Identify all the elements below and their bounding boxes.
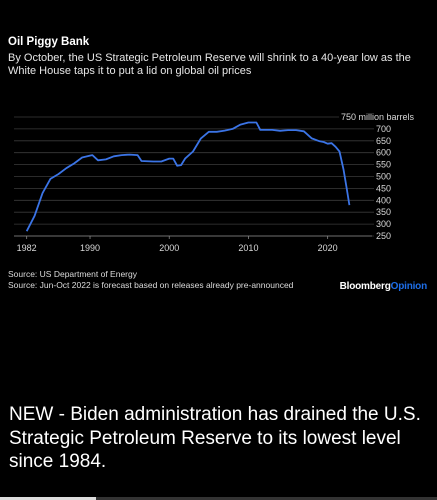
logo-opinion: Opinion bbox=[390, 281, 428, 292]
y-tick-label: 650 bbox=[376, 136, 391, 146]
bloomberg-opinion-logo: BloombergOpinion bbox=[339, 281, 428, 292]
post-caption: NEW - Biden administration has drained t… bbox=[9, 404, 421, 472]
video-progress-fill bbox=[0, 497, 97, 500]
chart-card: Oil Piggy Bank By October, the US Strate… bbox=[0, 30, 437, 302]
y-tick-label: 700 bbox=[376, 124, 391, 134]
x-tick-label: 1990 bbox=[80, 243, 100, 253]
series-line bbox=[25, 121, 351, 232]
x-tick-label: 2010 bbox=[238, 243, 258, 253]
y-tick-label: 250 bbox=[376, 231, 391, 241]
y-tick-label: 550 bbox=[376, 160, 391, 170]
video-progress-bar[interactable] bbox=[0, 497, 437, 500]
logo-bloomberg: Bloomberg bbox=[339, 281, 391, 292]
y-tick-label: 300 bbox=[376, 219, 391, 229]
y-tick-label: 400 bbox=[376, 195, 391, 205]
forecast-note: Source: Jun-Oct 2022 is forecast based o… bbox=[8, 280, 294, 290]
chart-subtitle: By October, the US Strategic Petroleum R… bbox=[8, 52, 411, 77]
source-note: Source: US Department of Energy bbox=[8, 269, 137, 279]
unit-label: 750 million barrels bbox=[341, 112, 415, 122]
chart-title: Oil Piggy Bank bbox=[8, 36, 90, 48]
y-tick-label: 450 bbox=[376, 183, 391, 193]
x-tick-label: 2000 bbox=[159, 243, 179, 253]
x-tick-label: 2020 bbox=[318, 243, 338, 253]
y-tick-label: 350 bbox=[376, 207, 391, 217]
y-tick-label: 600 bbox=[376, 148, 391, 158]
x-tick-label: 1982 bbox=[17, 243, 37, 253]
y-tick-label: 500 bbox=[376, 172, 391, 182]
